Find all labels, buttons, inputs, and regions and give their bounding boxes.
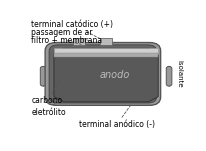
Text: carbono: carbono [31, 81, 62, 105]
Text: filtro + membrana: filtro + membrana [31, 36, 102, 45]
FancyBboxPatch shape [49, 45, 156, 103]
FancyBboxPatch shape [45, 43, 160, 105]
Text: anodo: anodo [99, 69, 129, 80]
Polygon shape [54, 48, 157, 102]
FancyBboxPatch shape [40, 66, 46, 86]
Bar [73, 39, 85, 45]
Text: eletrólito: eletrólito [31, 93, 66, 117]
Bar [54, 53, 157, 57]
Text: terminal catódico (+): terminal catódico (+) [31, 20, 113, 39]
Text: terminal anódico (-): terminal anódico (-) [78, 105, 154, 129]
FancyBboxPatch shape [165, 66, 171, 86]
Text: passagem de ar: passagem de ar [31, 28, 92, 41]
Text: isolante: isolante [175, 60, 181, 88]
Bar [99, 39, 111, 45]
Bar [54, 48, 157, 54]
